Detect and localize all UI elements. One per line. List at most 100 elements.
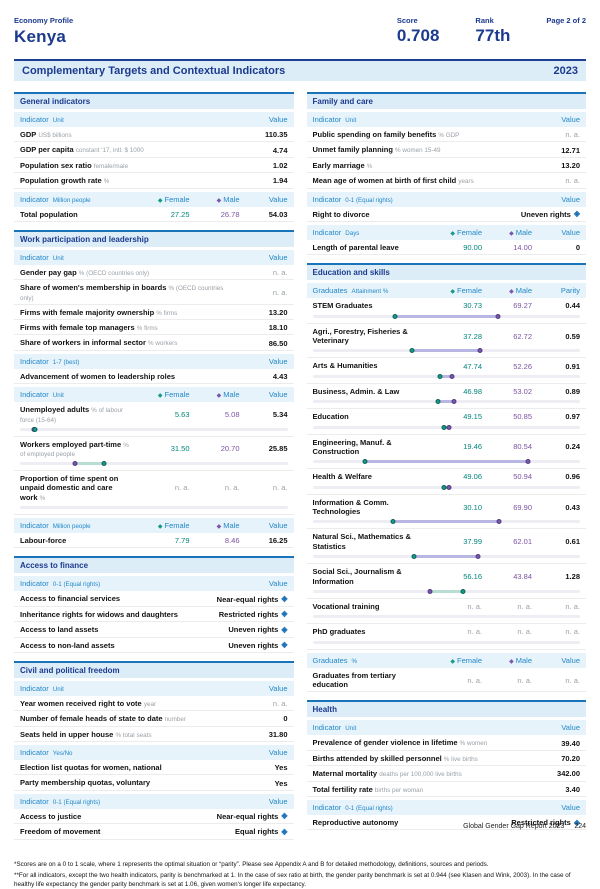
indicator-label: Freedom of movement <box>20 827 101 837</box>
male-value: 69.90 <box>513 502 532 512</box>
subheader-label-cell: Indicator 1-7 (best) <box>20 357 236 366</box>
subheader-label: Indicator <box>20 748 49 757</box>
indicator-unit: constant '17, intl. $ 1000 <box>75 147 144 155</box>
indicator-unit: female/male <box>93 162 129 170</box>
table-subheader: Graduates% ◆ Female ◆ Male Value <box>306 652 586 668</box>
rights-value: Uneven rights <box>228 625 279 635</box>
female-dot-icon <box>435 399 441 405</box>
indicator-row: Population growth rate % 1.94 <box>14 173 294 189</box>
indicator-label: Unemployed adults <box>20 405 90 415</box>
indicator-label-cell: GDP per capita constant '17, intl. $ 100… <box>20 145 236 154</box>
male-column-header: ◆ Male <box>190 195 240 204</box>
indicator-label: Access to land assets <box>20 625 99 635</box>
dumbbell-track <box>312 459 580 465</box>
indicator-row: Seats held in upper house % total seats 3… <box>14 726 294 742</box>
female-label: Female <box>456 227 482 237</box>
subheader-label-cell: Indicator Unit <box>313 115 529 124</box>
female-diamond-icon: ◆ <box>450 658 455 665</box>
score-stat: Score 0.708 <box>397 16 440 46</box>
indicator-unit: year <box>143 700 157 708</box>
indicator-label: Business, Admin. & Law <box>312 386 400 396</box>
value-column-header: Value <box>268 579 288 589</box>
section-title: Health <box>306 702 586 718</box>
indicator-label-cell: Vocational training <box>313 602 425 611</box>
value: 25.85 <box>268 444 288 454</box>
indicator-label-cell: Natural Sci., Mathematics & Statistics <box>313 532 425 551</box>
table-subheader: Indicator Unit Value <box>14 112 294 127</box>
female-label: Female <box>164 194 190 204</box>
subheader-label-cell: Indicator Days <box>313 228 425 237</box>
indicator-label-cell: Early marriage % <box>313 161 529 170</box>
indicator-unit: % (OECD countries only) <box>20 285 224 302</box>
female-diamond-icon: ◆ <box>450 230 455 237</box>
indicator-label: Advancement of women to leadership roles <box>20 371 176 381</box>
female-value: 30.10 <box>463 502 482 512</box>
value-column-header: Value <box>268 683 288 693</box>
indicator-row: Births attended by skilled personnel % l… <box>306 750 586 767</box>
female-value: 90.00 <box>463 243 482 253</box>
indicator-label-cell: Proportion of time spent on unpaid domes… <box>20 474 132 502</box>
section-work-participation-and-leadership: Work participation and leadership Indicat… <box>14 229 294 549</box>
dumbbell-band <box>393 520 500 524</box>
indicator-row: Arts & Humanities 47.74 52.26 0.91 <box>306 358 586 384</box>
subheader-unit: Days <box>345 229 360 237</box>
indicator-label-cell: Health & Welfare <box>313 472 425 481</box>
dumbbell-band <box>75 461 105 465</box>
indicator-label-cell: Access to land assets <box>20 625 236 634</box>
banner-title: Complementary Targets and Contextual Ind… <box>22 65 286 77</box>
value: 12.71 <box>561 145 580 155</box>
male-value: 50.85 <box>513 412 532 422</box>
subheader-label: Indicator <box>20 683 49 693</box>
indicator-row: Party membership quotas, voluntary Yes <box>14 775 294 791</box>
rights-row: Access to land assets Uneven rights ◈ <box>14 622 294 638</box>
indicator-row: Engineering, Manuf. & Construction 19.46 8… <box>306 434 586 470</box>
indicator-label-cell: Length of parental leave <box>313 243 425 252</box>
indicator-row: Graduates from tertiary education n. a. n.… <box>306 667 586 693</box>
header-stats: Score 0.708 Rank 77th Page 2 of 2 <box>397 16 586 46</box>
subheader-label-cell: Indicator Million people <box>20 195 132 204</box>
indicator-label-cell: Total population <box>20 210 132 219</box>
rights-value-cell: Uneven rights ◈ <box>521 210 580 219</box>
indicator-label: Prevalence of gender violence in lifetim… <box>312 738 458 748</box>
value-column-header: Value <box>268 252 288 262</box>
subheader-label-cell: Indicator 0-1 (Equal rights) <box>20 797 236 806</box>
value: 39.40 <box>561 738 580 748</box>
female-value: n. a. <box>467 675 482 685</box>
subheader-label-cell: Indicator Unit <box>20 115 236 124</box>
value: 0.96 <box>565 472 580 482</box>
table-subheader: Indicator 0-1 (Equal rights) Value <box>306 799 586 815</box>
female-dot-icon <box>392 313 398 319</box>
subheader-unit: Unit <box>345 725 357 733</box>
dumbbell-track <box>312 348 580 354</box>
female-value: 49.15 <box>463 412 482 422</box>
subheader-label-cell: Indicator 0-1 (Equal rights) <box>20 579 236 588</box>
subheader-unit: 0-1 (Equal rights) <box>345 804 393 812</box>
table-subheader: Indicator Unit Value <box>306 112 586 127</box>
indicator-label: Unmet family planning <box>312 145 393 155</box>
rights-value-cell: Restricted rights ◈ <box>219 610 288 619</box>
subheader-unit: Unit <box>52 685 64 693</box>
indicator-label-cell: Labour-force <box>20 536 132 545</box>
male-value: 20.70 <box>220 444 240 454</box>
indicator-label: Births attended by skilled personnel <box>312 753 442 763</box>
indicator-row: Election list quotas for women, national… <box>14 760 294 776</box>
indicator-label-cell: Information & Comm. Technologies <box>313 498 425 517</box>
rights-diamond-icon: ◈ <box>573 817 580 827</box>
indicator-row: GDP per capita constant '17, intl. $ 100… <box>14 142 294 158</box>
indicator-label-cell: Engineering, Manuf. & Construction <box>313 438 425 457</box>
male-value: 26.78 <box>220 209 240 219</box>
rank-label: Rank <box>475 16 494 25</box>
section-title: General indicators <box>14 94 294 109</box>
rights-value: Near-equal rights <box>216 811 279 821</box>
indicator-row: Firms with female top managers % firms 18… <box>14 320 294 336</box>
male-diamond-icon: ◆ <box>216 197 222 204</box>
rights-value-cell: Near-equal rights ◈ <box>217 812 288 821</box>
dumbbell-band <box>394 314 498 318</box>
value-column-header: Value <box>268 356 288 366</box>
female-dot-icon <box>101 460 107 466</box>
dumbbell-track <box>312 373 580 379</box>
indicator-unit: % (OECD countries only) <box>78 269 150 277</box>
indicator-label: Firms with female majority ownership <box>20 307 155 317</box>
indicator-row: Maternal mortality deaths per 100,000 li… <box>306 766 586 782</box>
value: n. a. <box>565 675 580 685</box>
